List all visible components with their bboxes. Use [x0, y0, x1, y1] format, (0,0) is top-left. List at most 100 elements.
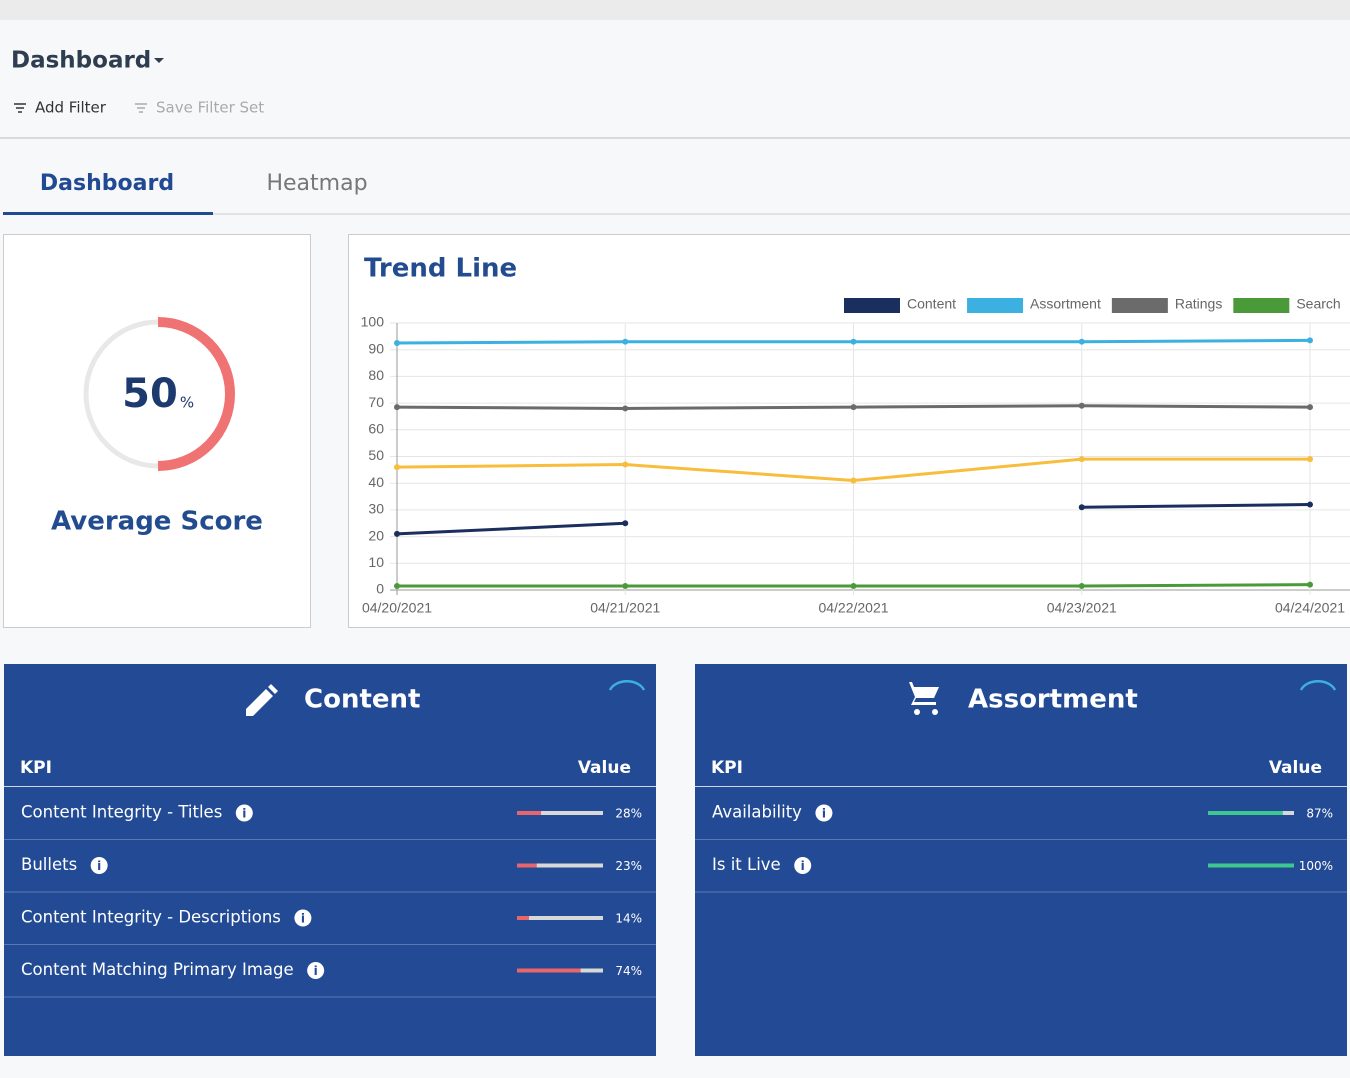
legend-label: Content — [907, 296, 956, 312]
point — [850, 582, 857, 589]
bar — [517, 863, 537, 868]
point — [394, 530, 400, 537]
point — [394, 582, 400, 589]
point — [850, 477, 857, 484]
value-label: 28% — [615, 807, 642, 821]
refresh-arc[interactable] — [1299, 680, 1337, 691]
refresh-arc[interactable] — [608, 680, 646, 691]
point — [1307, 456, 1313, 463]
cart-wheel — [932, 709, 938, 715]
info-glyph: i — [822, 807, 826, 821]
info-glyph: i — [801, 859, 805, 873]
top-bar — [0, 0, 1350, 20]
legend-swatch — [1111, 298, 1168, 313]
info-icon — [815, 804, 833, 822]
dropdown-caret[interactable] — [154, 58, 164, 63]
legend-label: Ratings — [1175, 296, 1222, 312]
y-tick-label: 0 — [376, 581, 384, 597]
x-tick-label: 04/23/2021 — [1047, 600, 1117, 616]
x-tick-label: 04/22/2021 — [818, 600, 888, 616]
kpi-name: Content Integrity - Titles — [21, 803, 222, 822]
panel-title: Assortment — [968, 685, 1138, 715]
panel-title: Content — [304, 685, 420, 715]
y-tick-label: 10 — [368, 554, 384, 570]
legend-label: Search — [1296, 296, 1340, 312]
value-label: 100% — [1299, 859, 1333, 873]
point — [1078, 582, 1085, 589]
tab[interactable]: Heatmap — [266, 171, 367, 196]
save-filter-set[interactable]: Save Filter Set — [156, 99, 264, 117]
point — [1078, 402, 1085, 409]
value-label: 23% — [615, 859, 642, 873]
score-arc — [157, 317, 235, 471]
kpi-name: Is it Live — [712, 855, 781, 874]
kpi-name: Availability — [712, 803, 802, 822]
page-title[interactable]: Dashboard — [11, 48, 151, 74]
x-tick-label: 04/21/2021 — [590, 600, 660, 616]
point — [1078, 504, 1085, 511]
bar — [517, 968, 581, 973]
pencil-icon — [246, 684, 278, 716]
point — [1078, 456, 1085, 463]
kpi-name: Bullets — [21, 855, 77, 874]
column-header: KPI — [711, 758, 743, 778]
column-header: KPI — [20, 758, 52, 778]
info-icon — [90, 857, 108, 874]
y-tick-label: 50 — [368, 447, 384, 463]
filter-icon — [135, 103, 147, 113]
kpi-name: Content Integrity - Descriptions — [21, 908, 281, 927]
x-tick-label: 04/24/2021 — [1275, 600, 1345, 616]
y-tick-label: 40 — [368, 474, 384, 490]
y-tick-label: 90 — [368, 340, 384, 356]
point — [622, 405, 629, 412]
point — [622, 520, 629, 527]
score-label: Average Score — [51, 507, 263, 537]
kpi-panel — [695, 664, 1347, 1056]
y-tick-label: 20 — [368, 527, 384, 543]
point — [1307, 501, 1313, 508]
info-icon — [794, 857, 812, 874]
info-icon — [307, 962, 325, 979]
value-label: 74% — [615, 964, 642, 978]
legend-swatch — [1233, 298, 1290, 313]
bar-track — [517, 916, 603, 920]
tab-indicator — [3, 212, 213, 215]
bar-track — [517, 811, 603, 815]
point — [1078, 338, 1085, 345]
series-line — [396, 503, 1311, 536]
y-tick-label: 70 — [368, 394, 384, 410]
score-card — [3, 234, 311, 628]
point — [1307, 581, 1313, 588]
y-tick-label: 60 — [368, 421, 384, 437]
kpi-panel — [4, 664, 656, 1056]
score-unit: % — [180, 394, 194, 412]
point — [394, 464, 400, 471]
point — [1307, 404, 1313, 411]
info-glyph: i — [97, 859, 101, 873]
y-tick-label: 30 — [368, 501, 384, 517]
bar — [1208, 863, 1294, 868]
legend-swatch — [967, 298, 1024, 313]
value-label: 14% — [615, 912, 642, 926]
y-tick-label: 100 — [361, 314, 385, 330]
add-filter[interactable]: Add Filter — [35, 99, 107, 117]
cart-wheel — [914, 709, 920, 715]
value-label: 87% — [1306, 807, 1333, 821]
legend-swatch — [844, 298, 900, 313]
bar — [1208, 811, 1283, 815]
info-glyph: i — [314, 964, 318, 978]
chart-title: Trend Line — [364, 254, 517, 284]
tab[interactable]: Dashboard — [40, 171, 174, 196]
point — [622, 338, 629, 345]
bar-track — [517, 863, 603, 868]
legend-label: Assortment — [1030, 296, 1101, 312]
bar — [517, 811, 542, 815]
info-glyph: i — [242, 807, 246, 821]
refresh-icon[interactable] — [608, 680, 1337, 691]
info-icon — [235, 804, 253, 822]
chart-card — [348, 234, 1350, 628]
point — [622, 582, 629, 589]
info-icon — [294, 909, 312, 927]
